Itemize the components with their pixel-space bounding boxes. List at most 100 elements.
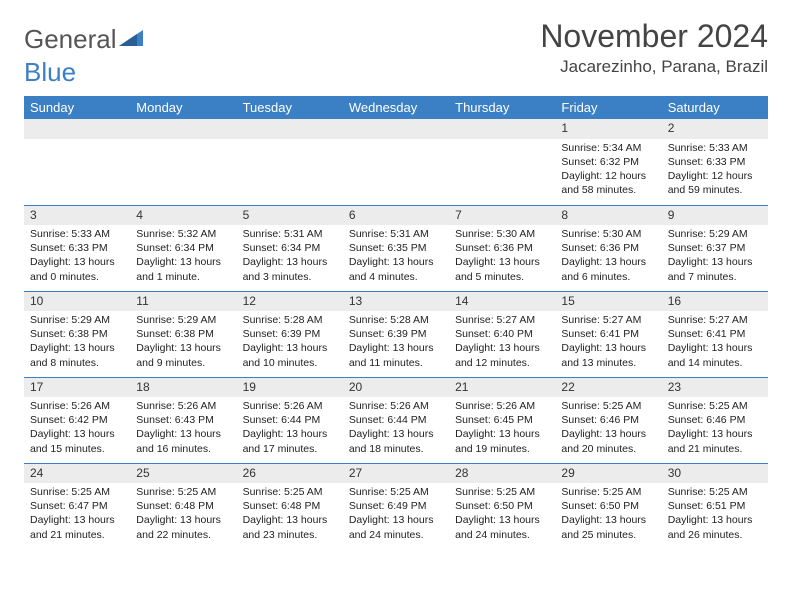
- day-number: 13: [343, 292, 449, 312]
- calendar-week: 3Sunrise: 5:33 AMSunset: 6:33 PMDaylight…: [24, 205, 768, 291]
- calendar-cell: 13Sunrise: 5:28 AMSunset: 6:39 PMDayligh…: [343, 291, 449, 377]
- calendar-cell: 19Sunrise: 5:26 AMSunset: 6:44 PMDayligh…: [237, 377, 343, 463]
- day-number: 15: [555, 292, 661, 312]
- calendar-week: 17Sunrise: 5:26 AMSunset: 6:42 PMDayligh…: [24, 377, 768, 463]
- sunset-line: Sunset: 6:38 PM: [136, 327, 230, 341]
- calendar-body: 1Sunrise: 5:34 AMSunset: 6:32 PMDaylight…: [24, 119, 768, 549]
- sunrise-line: Sunrise: 5:31 AM: [243, 227, 337, 241]
- day-header: Thursday: [449, 96, 555, 119]
- day-details: Sunrise: 5:30 AMSunset: 6:36 PMDaylight:…: [449, 225, 555, 288]
- calendar-cell: [237, 119, 343, 205]
- calendar-cell: 20Sunrise: 5:26 AMSunset: 6:44 PMDayligh…: [343, 377, 449, 463]
- calendar-cell: 27Sunrise: 5:25 AMSunset: 6:49 PMDayligh…: [343, 463, 449, 549]
- daylight-line: Daylight: 13 hours and 3 minutes.: [243, 255, 337, 283]
- sunrise-line: Sunrise: 5:29 AM: [136, 313, 230, 327]
- day-number: 23: [662, 378, 768, 398]
- sunset-line: Sunset: 6:41 PM: [668, 327, 762, 341]
- logo-word-2: Blue: [24, 57, 76, 88]
- day-details: Sunrise: 5:25 AMSunset: 6:50 PMDaylight:…: [555, 483, 661, 546]
- sunrise-line: Sunrise: 5:25 AM: [561, 485, 655, 499]
- day-details: Sunrise: 5:28 AMSunset: 6:39 PMDaylight:…: [237, 311, 343, 374]
- day-number: 20: [343, 378, 449, 398]
- calendar-cell: 29Sunrise: 5:25 AMSunset: 6:50 PMDayligh…: [555, 463, 661, 549]
- daylight-line: Daylight: 12 hours and 58 minutes.: [561, 169, 655, 197]
- day-details: Sunrise: 5:25 AMSunset: 6:51 PMDaylight:…: [662, 483, 768, 546]
- logo-triangle-icon: [119, 24, 145, 55]
- calendar-cell: 8Sunrise: 5:30 AMSunset: 6:36 PMDaylight…: [555, 205, 661, 291]
- day-details: Sunrise: 5:25 AMSunset: 6:48 PMDaylight:…: [237, 483, 343, 546]
- sunset-line: Sunset: 6:48 PM: [243, 499, 337, 513]
- daylight-line: Daylight: 13 hours and 18 minutes.: [349, 427, 443, 455]
- sunrise-line: Sunrise: 5:27 AM: [455, 313, 549, 327]
- day-header: Saturday: [662, 96, 768, 119]
- day-details: Sunrise: 5:27 AMSunset: 6:41 PMDaylight:…: [662, 311, 768, 374]
- day-number: 30: [662, 464, 768, 484]
- daylight-line: Daylight: 13 hours and 12 minutes.: [455, 341, 549, 369]
- sunrise-line: Sunrise: 5:25 AM: [455, 485, 549, 499]
- day-number: 12: [237, 292, 343, 312]
- calendar-cell: 21Sunrise: 5:26 AMSunset: 6:45 PMDayligh…: [449, 377, 555, 463]
- logo-word-1: General: [24, 24, 117, 55]
- day-details: Sunrise: 5:26 AMSunset: 6:43 PMDaylight:…: [130, 397, 236, 460]
- sunset-line: Sunset: 6:51 PM: [668, 499, 762, 513]
- sunrise-line: Sunrise: 5:28 AM: [243, 313, 337, 327]
- sunrise-line: Sunrise: 5:32 AM: [136, 227, 230, 241]
- day-details: Sunrise: 5:26 AMSunset: 6:42 PMDaylight:…: [24, 397, 130, 460]
- day-details: Sunrise: 5:25 AMSunset: 6:49 PMDaylight:…: [343, 483, 449, 546]
- daylight-line: Daylight: 13 hours and 24 minutes.: [455, 513, 549, 541]
- day-number: 19: [237, 378, 343, 398]
- daylight-line: Daylight: 13 hours and 25 minutes.: [561, 513, 655, 541]
- sunset-line: Sunset: 6:32 PM: [561, 155, 655, 169]
- day-details: Sunrise: 5:31 AMSunset: 6:34 PMDaylight:…: [237, 225, 343, 288]
- sunset-line: Sunset: 6:33 PM: [30, 241, 124, 255]
- calendar-head: SundayMondayTuesdayWednesdayThursdayFrid…: [24, 96, 768, 119]
- day-details: Sunrise: 5:28 AMSunset: 6:39 PMDaylight:…: [343, 311, 449, 374]
- daylight-line: Daylight: 13 hours and 24 minutes.: [349, 513, 443, 541]
- sunrise-line: Sunrise: 5:26 AM: [455, 399, 549, 413]
- calendar-cell: [130, 119, 236, 205]
- sunset-line: Sunset: 6:36 PM: [455, 241, 549, 255]
- sunrise-line: Sunrise: 5:29 AM: [30, 313, 124, 327]
- sunrise-line: Sunrise: 5:25 AM: [668, 399, 762, 413]
- day-details: Sunrise: 5:32 AMSunset: 6:34 PMDaylight:…: [130, 225, 236, 288]
- calendar-cell: 15Sunrise: 5:27 AMSunset: 6:41 PMDayligh…: [555, 291, 661, 377]
- daylight-line: Daylight: 13 hours and 8 minutes.: [30, 341, 124, 369]
- daylight-line: Daylight: 13 hours and 0 minutes.: [30, 255, 124, 283]
- calendar-cell: 11Sunrise: 5:29 AMSunset: 6:38 PMDayligh…: [130, 291, 236, 377]
- day-number: 28: [449, 464, 555, 484]
- sunrise-line: Sunrise: 5:25 AM: [136, 485, 230, 499]
- sunrise-line: Sunrise: 5:33 AM: [30, 227, 124, 241]
- sunrise-line: Sunrise: 5:25 AM: [561, 399, 655, 413]
- sunset-line: Sunset: 6:36 PM: [561, 241, 655, 255]
- calendar-cell: 9Sunrise: 5:29 AMSunset: 6:37 PMDaylight…: [662, 205, 768, 291]
- calendar-cell: [24, 119, 130, 205]
- day-number: 14: [449, 292, 555, 312]
- daylight-line: Daylight: 13 hours and 7 minutes.: [668, 255, 762, 283]
- sunset-line: Sunset: 6:40 PM: [455, 327, 549, 341]
- sunrise-line: Sunrise: 5:26 AM: [136, 399, 230, 413]
- calendar-cell: 2Sunrise: 5:33 AMSunset: 6:33 PMDaylight…: [662, 119, 768, 205]
- day-number: 21: [449, 378, 555, 398]
- day-details: Sunrise: 5:34 AMSunset: 6:32 PMDaylight:…: [555, 139, 661, 202]
- day-number: 24: [24, 464, 130, 484]
- daylight-line: Daylight: 13 hours and 23 minutes.: [243, 513, 337, 541]
- calendar-week: 1Sunrise: 5:34 AMSunset: 6:32 PMDaylight…: [24, 119, 768, 205]
- sunrise-line: Sunrise: 5:25 AM: [668, 485, 762, 499]
- calendar-cell: 14Sunrise: 5:27 AMSunset: 6:40 PMDayligh…: [449, 291, 555, 377]
- calendar-cell: 10Sunrise: 5:29 AMSunset: 6:38 PMDayligh…: [24, 291, 130, 377]
- day-number: 27: [343, 464, 449, 484]
- calendar-cell: 5Sunrise: 5:31 AMSunset: 6:34 PMDaylight…: [237, 205, 343, 291]
- day-header: Friday: [555, 96, 661, 119]
- calendar-cell: 12Sunrise: 5:28 AMSunset: 6:39 PMDayligh…: [237, 291, 343, 377]
- sunrise-line: Sunrise: 5:27 AM: [668, 313, 762, 327]
- daylight-line: Daylight: 13 hours and 26 minutes.: [668, 513, 762, 541]
- day-header: Wednesday: [343, 96, 449, 119]
- sunset-line: Sunset: 6:47 PM: [30, 499, 124, 513]
- day-number: 26: [237, 464, 343, 484]
- day-details: Sunrise: 5:29 AMSunset: 6:38 PMDaylight:…: [130, 311, 236, 374]
- sunrise-line: Sunrise: 5:31 AM: [349, 227, 443, 241]
- calendar-cell: [449, 119, 555, 205]
- daylight-line: Daylight: 13 hours and 6 minutes.: [561, 255, 655, 283]
- sunset-line: Sunset: 6:44 PM: [349, 413, 443, 427]
- day-details: Sunrise: 5:29 AMSunset: 6:37 PMDaylight:…: [662, 225, 768, 288]
